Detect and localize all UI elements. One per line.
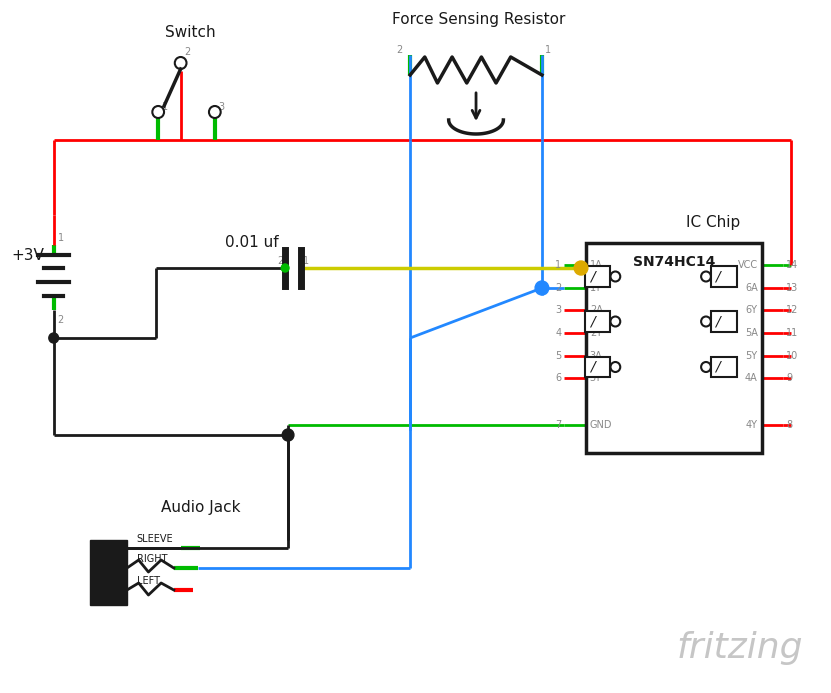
Text: /: / [715, 270, 720, 283]
Text: VCC: VCC [738, 260, 758, 270]
Text: 2A: 2A [590, 305, 602, 315]
Text: 8: 8 [786, 420, 792, 430]
Bar [90, 540, 127, 605]
Circle shape [535, 281, 548, 295]
Text: SLEEVE: SLEEVE [137, 534, 174, 544]
Text: Switch: Switch [165, 25, 216, 40]
Text: LEFT: LEFT [137, 576, 160, 586]
Text: 5Y: 5Y [745, 351, 758, 361]
Text: 7: 7 [555, 420, 562, 430]
Text: 3: 3 [219, 102, 225, 112]
Text: /: / [590, 270, 595, 283]
Text: 9: 9 [786, 373, 792, 383]
Text: 6: 6 [555, 373, 562, 383]
Text: 1Y: 1Y [590, 283, 602, 293]
Text: RIGHT: RIGHT [137, 554, 167, 564]
Text: 13: 13 [786, 283, 799, 293]
Text: 3A: 3A [590, 351, 602, 361]
Text: 4: 4 [555, 328, 562, 338]
Text: /: / [590, 315, 595, 328]
Bar [585, 357, 611, 377]
Circle shape [701, 317, 711, 326]
Text: 12: 12 [786, 305, 799, 315]
Bar [585, 311, 611, 331]
Text: 0.01 uf: 0.01 uf [224, 235, 278, 250]
Text: 5: 5 [555, 351, 562, 361]
Text: 3Y: 3Y [590, 373, 602, 383]
Circle shape [281, 264, 289, 272]
Text: IC Chip: IC Chip [686, 215, 740, 230]
Text: 2Y: 2Y [590, 328, 602, 338]
Text: +3V: +3V [12, 247, 45, 263]
Text: /: / [715, 360, 720, 374]
Text: 10: 10 [786, 351, 799, 361]
Text: GND: GND [590, 420, 612, 430]
Text: /: / [715, 315, 720, 328]
Text: 1: 1 [57, 233, 64, 243]
Text: 2: 2 [184, 47, 191, 57]
Text: fritzing: fritzing [676, 631, 804, 665]
Text: Force Sensing Resistor: Force Sensing Resistor [391, 12, 565, 27]
Text: 1: 1 [162, 102, 168, 112]
Text: 3: 3 [555, 305, 562, 315]
Bar [711, 311, 736, 331]
Text: 6A: 6A [745, 283, 758, 293]
Circle shape [701, 362, 711, 372]
Circle shape [611, 317, 620, 326]
Text: 1: 1 [302, 256, 309, 266]
Text: /: / [590, 360, 595, 374]
Text: 4A: 4A [745, 373, 758, 383]
Text: 6Y: 6Y [745, 305, 758, 315]
Circle shape [611, 272, 620, 281]
Circle shape [283, 429, 294, 441]
Text: 2: 2 [396, 45, 402, 55]
Text: 2: 2 [57, 315, 64, 325]
Circle shape [574, 261, 588, 275]
Text: SN74HC14: SN74HC14 [632, 255, 715, 269]
Text: Audio Jack: Audio Jack [161, 500, 241, 515]
Text: 2: 2 [555, 283, 562, 293]
Text: 5A: 5A [745, 328, 758, 338]
Text: 2: 2 [277, 256, 283, 266]
Text: 4Y: 4Y [745, 420, 758, 430]
Text: 1A: 1A [590, 260, 602, 270]
Text: 1: 1 [555, 260, 562, 270]
Circle shape [701, 272, 711, 281]
Text: 14: 14 [786, 260, 799, 270]
Bar [586, 243, 762, 453]
Bar [711, 266, 736, 287]
Text: 11: 11 [786, 328, 799, 338]
Circle shape [49, 333, 59, 343]
Bar [585, 266, 611, 287]
Text: 1: 1 [545, 45, 551, 55]
Circle shape [611, 362, 620, 372]
Bar [711, 357, 736, 377]
